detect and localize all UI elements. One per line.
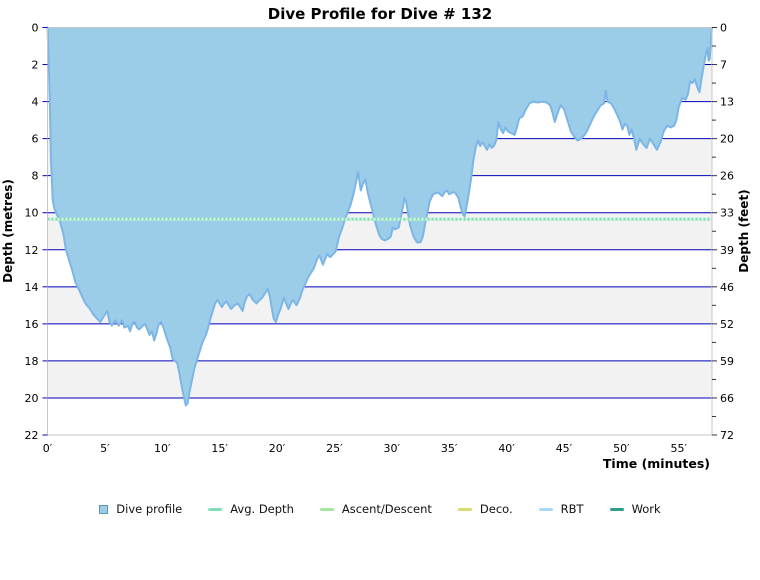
y-right-tick-label: 39 <box>720 244 734 257</box>
y-left-tick-label: 12 <box>25 244 39 257</box>
legend-item-deco: Deco. <box>457 502 513 516</box>
y-left-tick-label: 2 <box>32 59 39 72</box>
x-tick-label: 0′ <box>43 442 53 455</box>
y-axis-right-label: Depth (feet) <box>737 189 751 272</box>
y-left-tick-label: 18 <box>25 355 39 368</box>
y-right-tick-label: 13 <box>720 96 734 109</box>
x-tick-label: 45′ <box>556 442 573 455</box>
depth-band <box>47 360 712 398</box>
y-right-tick-label: 66 <box>720 392 734 405</box>
y-left-tick-label: 4 <box>32 96 39 109</box>
y-right-tick-label: 46 <box>720 281 734 294</box>
dive-chart-svg: Dive Profile for Dive # 132 024681012141… <box>1 5 751 471</box>
y-left-tick-label: 0 <box>32 22 39 35</box>
y-right-tick-label: 20 <box>720 133 734 146</box>
legend-label: Deco. <box>479 502 513 516</box>
dive-profile-area <box>47 27 712 406</box>
y-right-tick-label: 33 <box>720 207 734 220</box>
dive-profile-outline <box>46 26 713 407</box>
legend-swatch-square <box>99 504 109 514</box>
y-left-tick-label: 8 <box>32 170 39 183</box>
y-axis-left-label: Depth (metres) <box>1 179 15 283</box>
depth-band <box>47 397 712 435</box>
legend-swatch-line <box>457 507 472 511</box>
legend-item-avg-depth: Avg. Depth <box>208 502 294 516</box>
legend-swatch-line <box>208 507 223 511</box>
y-right-tick-label: 72 <box>720 429 734 442</box>
legend-item-ascent-descent: Ascent/Descent <box>319 502 432 516</box>
legend-item-dive-profile: Dive profile <box>99 502 182 516</box>
x-tick-label: 55′ <box>670 442 687 455</box>
y-right-tick-label: 26 <box>720 170 734 183</box>
x-tick-label: 40′ <box>498 442 515 455</box>
dive-profile-chart: Dive Profile for Dive # 132 0 2 4 6 8 10 12 14 1… <box>1 5 751 471</box>
x-tick-label: 35′ <box>441 442 458 455</box>
y-right-tick-label: 52 <box>720 318 734 331</box>
y-left-tick-label: 22 <box>25 429 39 442</box>
x-tick-label: 15′ <box>211 442 228 455</box>
legend-label: Avg. Depth <box>230 502 294 516</box>
legend-label: Work <box>631 502 661 516</box>
x-axis-label: Time (minutes) <box>603 456 710 471</box>
y-left-tick-label: 20 <box>25 392 39 405</box>
y-right-tick-label: 59 <box>720 355 734 368</box>
legend-label: Ascent/Descent <box>341 502 432 516</box>
x-tick-label: 10′ <box>154 442 171 455</box>
y-right-tick-label: 0 <box>720 22 727 35</box>
x-tick-label: 20′ <box>269 442 286 455</box>
y-left-tick-label: 16 <box>25 318 39 331</box>
legend-label: Dive profile <box>116 502 183 516</box>
x-tick-label: 5′ <box>100 442 110 455</box>
chart-title: Dive Profile for Dive # 132 <box>268 5 492 23</box>
plot-layers: 0246810121416182022071320263339465259667… <box>25 22 735 456</box>
x-tick-label: 50′ <box>613 442 630 455</box>
x-tick-label: 30′ <box>384 442 401 455</box>
y-right-tick-label: 7 <box>720 59 727 72</box>
y-left-tick-label: 14 <box>25 281 39 294</box>
chart-legend: Dive profile Avg. Depth Ascent/Descent Deco… <box>0 502 760 516</box>
legend-item-work: Work <box>609 502 661 516</box>
y-left-tick-label: 6 <box>32 133 39 146</box>
legend-swatch-line <box>538 507 553 511</box>
y-left-tick-label: 10 <box>25 207 39 220</box>
legend-label: RBT <box>560 502 584 516</box>
x-tick-label: 25′ <box>326 442 343 455</box>
legend-item-rbt: RBT <box>538 502 584 516</box>
legend-swatch-line <box>609 507 624 511</box>
legend-swatch-line <box>319 507 334 511</box>
